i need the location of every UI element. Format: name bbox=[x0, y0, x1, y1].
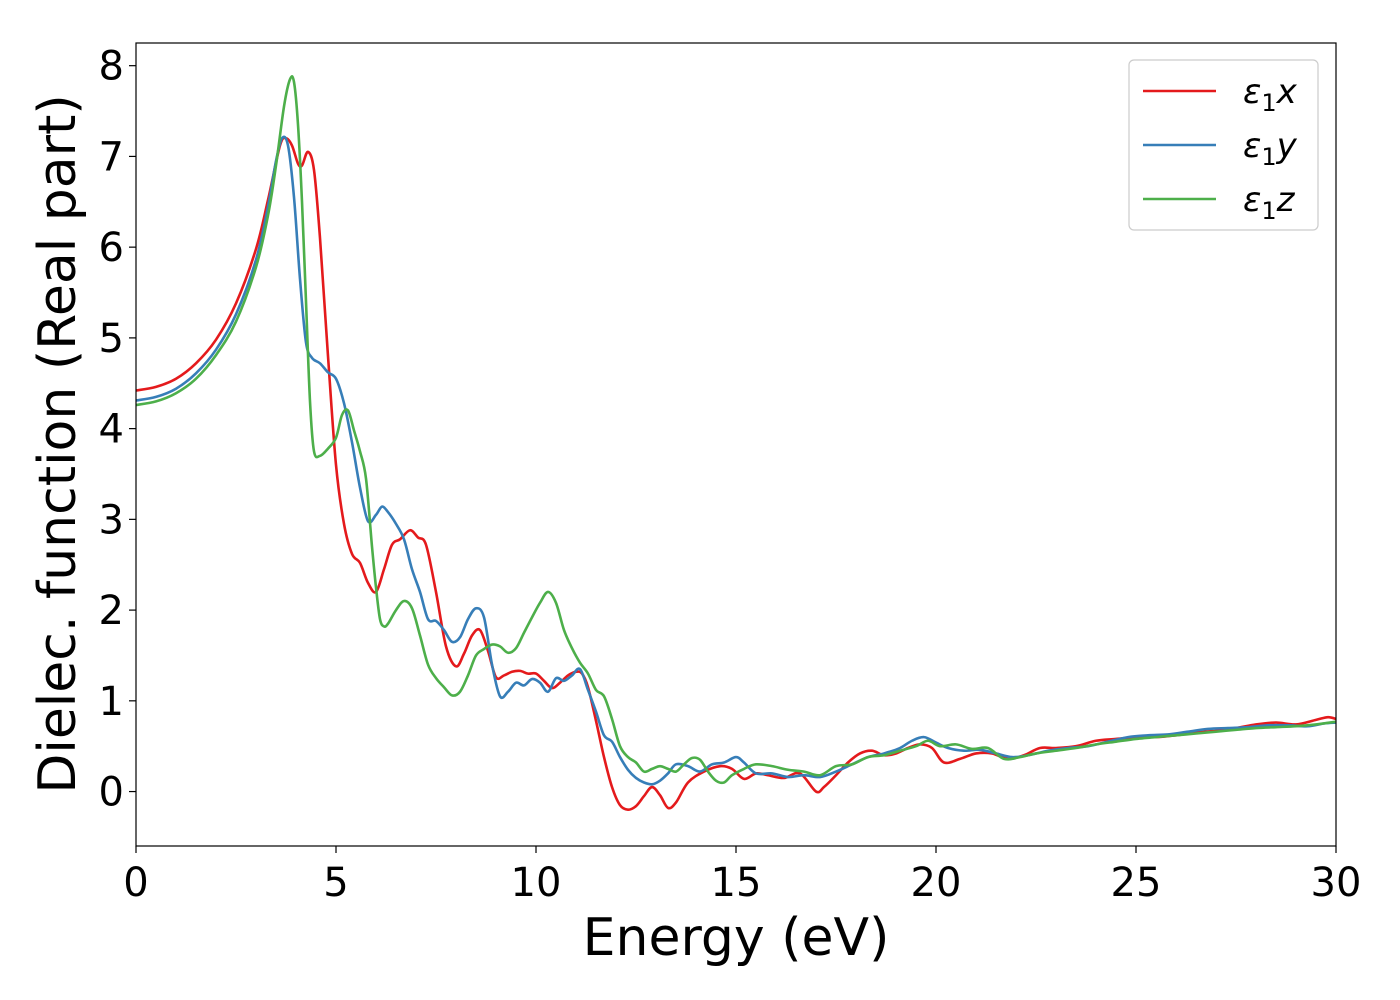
legend-epsilon: ε bbox=[1243, 180, 1261, 220]
x-tick-label: 20 bbox=[911, 860, 962, 906]
y-axis-label: Dielec. function (Real part) bbox=[28, 94, 88, 793]
legend-label-x: ε1x bbox=[1243, 72, 1298, 117]
y-tick-label: 8 bbox=[99, 44, 124, 90]
y-tick-label: 4 bbox=[99, 407, 124, 453]
legend-subscript: 1 bbox=[1261, 143, 1276, 171]
y-tick-label: 1 bbox=[99, 679, 124, 725]
x-tick-label: 0 bbox=[123, 860, 148, 906]
y-tick-label: 2 bbox=[99, 588, 124, 634]
series-layer bbox=[136, 74, 1336, 812]
legend-subscript: 1 bbox=[1261, 89, 1276, 117]
y-tick-label: 7 bbox=[99, 134, 124, 180]
x-tick-label: 5 bbox=[323, 860, 348, 906]
x-tick-label: 25 bbox=[1111, 860, 1162, 906]
x-tick-label: 10 bbox=[511, 860, 562, 906]
series-line-y bbox=[136, 135, 1336, 786]
legend-variable: z bbox=[1276, 180, 1296, 220]
y-axis: 0 1 2 3 4 5 6 7 8 bbox=[99, 44, 136, 816]
series-line-z bbox=[136, 74, 1336, 785]
y-tick-label: 0 bbox=[99, 770, 124, 816]
legend-variable: x bbox=[1276, 72, 1298, 112]
legend-epsilon: ε bbox=[1243, 126, 1261, 166]
legend-epsilon: ε bbox=[1243, 72, 1261, 112]
legend-label-y: ε1y bbox=[1243, 126, 1298, 171]
legend-label-z: ε1z bbox=[1243, 180, 1296, 225]
legend-subscript: 1 bbox=[1261, 197, 1276, 225]
legend-variable: y bbox=[1276, 126, 1298, 166]
y-tick-label: 6 bbox=[99, 225, 124, 271]
y-tick-label: 3 bbox=[99, 497, 124, 543]
legend-box bbox=[1128, 59, 1319, 231]
x-axis-label: Energy (eV) bbox=[583, 908, 890, 968]
x-tick-label: 15 bbox=[711, 860, 762, 906]
x-axis: 0 5 10 15 20 25 30 bbox=[123, 846, 1361, 906]
y-tick-label: 5 bbox=[99, 316, 124, 362]
x-tick-label: 30 bbox=[1311, 860, 1362, 906]
